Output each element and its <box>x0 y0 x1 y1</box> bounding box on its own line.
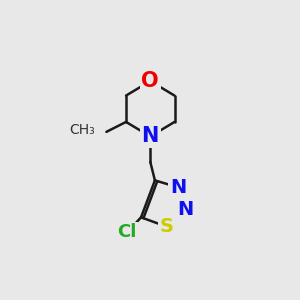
Text: N: N <box>177 200 193 219</box>
Text: N: N <box>170 178 186 197</box>
Text: CH₃: CH₃ <box>69 123 95 137</box>
Text: O: O <box>142 71 159 91</box>
Text: N: N <box>142 127 159 146</box>
Text: S: S <box>160 217 173 236</box>
Text: Cl: Cl <box>118 223 137 241</box>
